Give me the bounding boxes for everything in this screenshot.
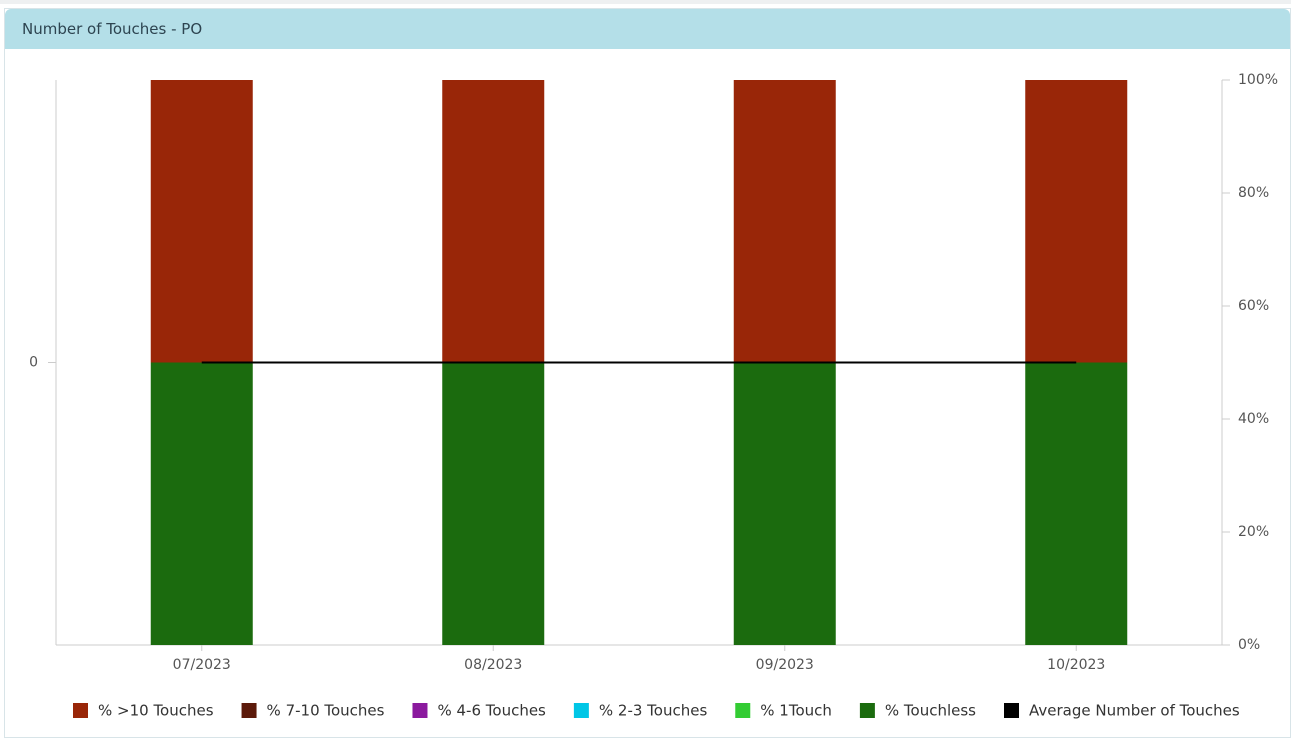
y2-tick-label: 100% [1238,72,1278,88]
legend-label: % >10 Touches [98,702,214,720]
legend-swatch [735,703,751,718]
legend-label: Average Number of Touches [1029,702,1240,720]
bar-segment [150,362,253,645]
y2-tick-label: 40% [1238,411,1269,427]
bar-segment [1025,80,1128,363]
x-tick-label: 09/2023 [756,657,814,673]
legend-label: % 4-6 Touches [437,702,546,720]
bar-segment [442,362,545,645]
legend-swatch [1004,703,1019,718]
legend-swatch [859,703,875,718]
y2-tick-label: 0% [1238,637,1260,653]
chart-title: Number of Touches - PO [22,20,203,38]
bar-segment [733,362,836,645]
legend-swatch [573,703,589,718]
panel-header: Number of Touches - PO [5,9,1290,49]
legend-label: % 7-10 Touches [267,702,385,720]
legend-swatch [241,703,257,718]
legend-label: % Touchless [885,702,976,720]
legend-swatch [73,703,88,718]
legend-swatch [412,703,428,718]
bar-segment [733,80,836,363]
y2-tick-label: 80% [1238,185,1269,201]
legend-label: % 1Touch [760,702,832,720]
legend-label: % 2-3 Touches [599,702,708,720]
x-tick-label: 07/2023 [173,657,231,673]
x-tick-label: 10/2023 [1047,657,1105,673]
bar-segment [150,80,253,363]
x-tick-label: 08/2023 [464,657,522,673]
y2-tick-label: 20% [1238,524,1269,540]
top-bar [0,0,1291,4]
y2-tick-label: 60% [1238,298,1269,314]
y-tick-label: 0 [29,355,38,371]
bar-segment [442,80,545,363]
bar-segment [1025,362,1128,645]
